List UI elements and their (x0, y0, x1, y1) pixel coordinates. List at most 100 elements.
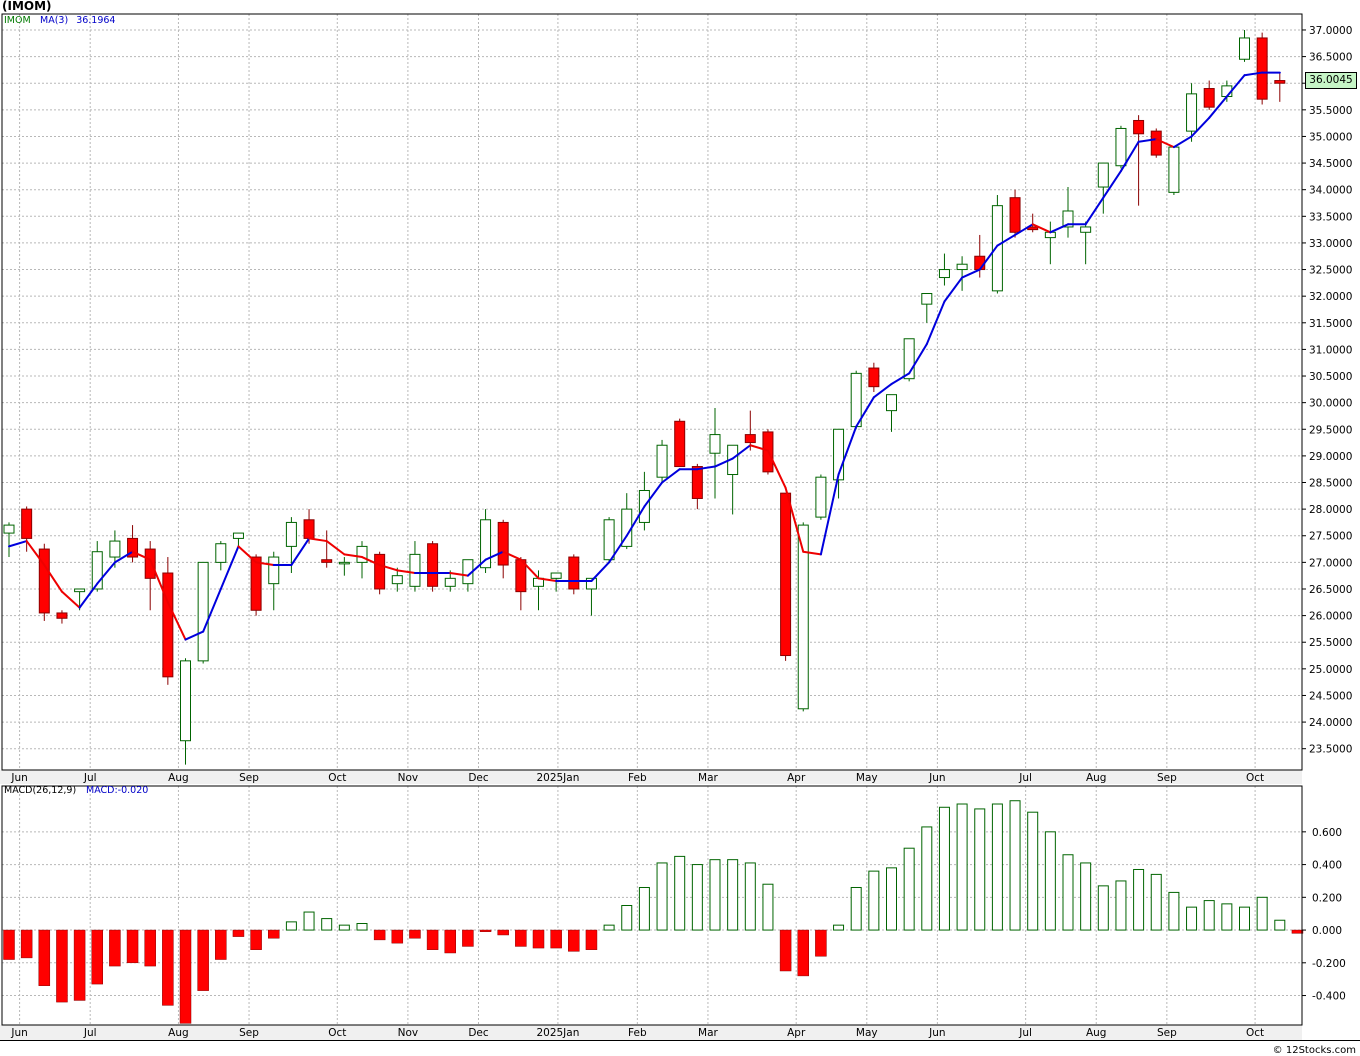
ma-segment (1119, 140, 1140, 173)
ma-segment (961, 268, 981, 279)
macd-bar (691, 864, 703, 931)
legend-ma: MA(3) 36.1964 (40, 15, 115, 26)
candle-body (144, 548, 156, 579)
ma-segment (484, 550, 505, 561)
macd-panel-frame (1, 785, 1303, 1026)
candle-body (303, 519, 315, 539)
macd-bar (515, 929, 527, 947)
macd-bar (497, 929, 509, 936)
candle (533, 570, 544, 611)
candle (515, 557, 527, 611)
ma-segment (1049, 223, 1069, 234)
price-y-tick-label: 28.5000 (1309, 478, 1352, 490)
candle-body (444, 577, 456, 587)
candle-body (127, 537, 139, 558)
macd-bar (1027, 811, 1039, 931)
price-y-tick-label: 24.5000 (1309, 690, 1352, 702)
price-y-tick-label: 27.5000 (1309, 531, 1352, 543)
candle-body (921, 293, 933, 305)
candle (215, 541, 227, 571)
candle (744, 410, 756, 451)
price-x-label: Oct (1246, 772, 1264, 784)
candle (956, 256, 968, 291)
ma-segment (361, 556, 381, 567)
price-panel-frame (1, 13, 1303, 771)
macd-bar (886, 867, 897, 931)
macd-x-label: Jun (10, 1027, 27, 1039)
candle-body (656, 444, 668, 478)
price-y-tick-label: 28.0000 (1309, 504, 1352, 516)
ma-segment (113, 550, 134, 564)
ma-segment (766, 449, 787, 489)
candle-body (74, 588, 86, 593)
candle (497, 519, 509, 579)
macd-bar (674, 855, 686, 931)
candle (938, 253, 950, 286)
ma-segment (590, 561, 611, 582)
axis-layer: 23.5000 24.0000 24.5000 25.0000 25.5000 26.00… (0, 13, 1360, 1041)
macd-bar (621, 905, 633, 931)
macd-legend-value: MACD:-0.020 (86, 785, 149, 796)
candle (656, 439, 668, 483)
candle-body (550, 572, 562, 579)
price-y-tick-label: 30.0000 (1309, 398, 1352, 410)
candle (991, 195, 1003, 294)
candle (250, 554, 262, 616)
macd-x-label: Sep (239, 1027, 259, 1039)
macd-y-tick-label: -0.200 (1312, 958, 1346, 970)
macd-bar (833, 924, 845, 931)
macd-bar (1133, 868, 1145, 931)
ma-segment (60, 590, 81, 609)
candle (1168, 146, 1180, 196)
macd-bar (462, 929, 474, 947)
ma-segment (396, 569, 416, 575)
ma-segment (537, 577, 558, 582)
macd-bar (373, 929, 386, 941)
ma-segment (78, 582, 99, 609)
candle (427, 541, 439, 592)
macd-bar (1097, 885, 1109, 931)
ma-segment (714, 457, 734, 468)
price-x-label: May (856, 772, 878, 784)
candle-body (585, 577, 597, 590)
candle-body (3, 524, 15, 534)
macd-bar (1203, 900, 1215, 931)
ma-segment (996, 233, 1017, 247)
candle-body (38, 548, 50, 614)
candle-body (356, 545, 368, 563)
ma-segment (325, 540, 346, 556)
ma-segment (308, 537, 328, 543)
macd-x-label: Aug (1086, 1027, 1107, 1039)
candle (1097, 162, 1109, 214)
candle (409, 541, 421, 592)
macd-bar (479, 929, 492, 932)
candle (197, 561, 209, 664)
macd-panel (3, 800, 1304, 1024)
candle-body (1168, 146, 1180, 193)
ma-segment (131, 550, 152, 561)
candle-body (250, 556, 262, 611)
ma-segment (1031, 223, 1052, 234)
macd-bar (1256, 896, 1268, 931)
ma-segment (290, 537, 311, 567)
candle-body (268, 556, 280, 585)
ma-segment (1155, 138, 1175, 149)
macd-bar (779, 929, 792, 972)
chart-title: (IMOM) (2, 0, 52, 13)
ma-segment (643, 481, 664, 508)
ma-segment (608, 534, 628, 564)
macd-bar (73, 929, 86, 1001)
price-date-axis-band (0, 770, 1302, 784)
candle (1027, 213, 1039, 233)
price-y-tick-label: 37.0000 (1309, 25, 1352, 37)
legend-ticker: IMOM (4, 15, 31, 26)
candle-body (938, 269, 950, 279)
macd-bar (179, 929, 192, 1024)
macd-bar (797, 929, 809, 977)
macd-bar (38, 929, 51, 986)
macd-x-label: Mar (698, 1027, 718, 1039)
candle-body (1203, 88, 1215, 108)
price-y-tick-label: 32.5000 (1309, 265, 1352, 277)
price-y-tick-label: 25.5000 (1309, 637, 1352, 649)
candle (691, 463, 703, 510)
